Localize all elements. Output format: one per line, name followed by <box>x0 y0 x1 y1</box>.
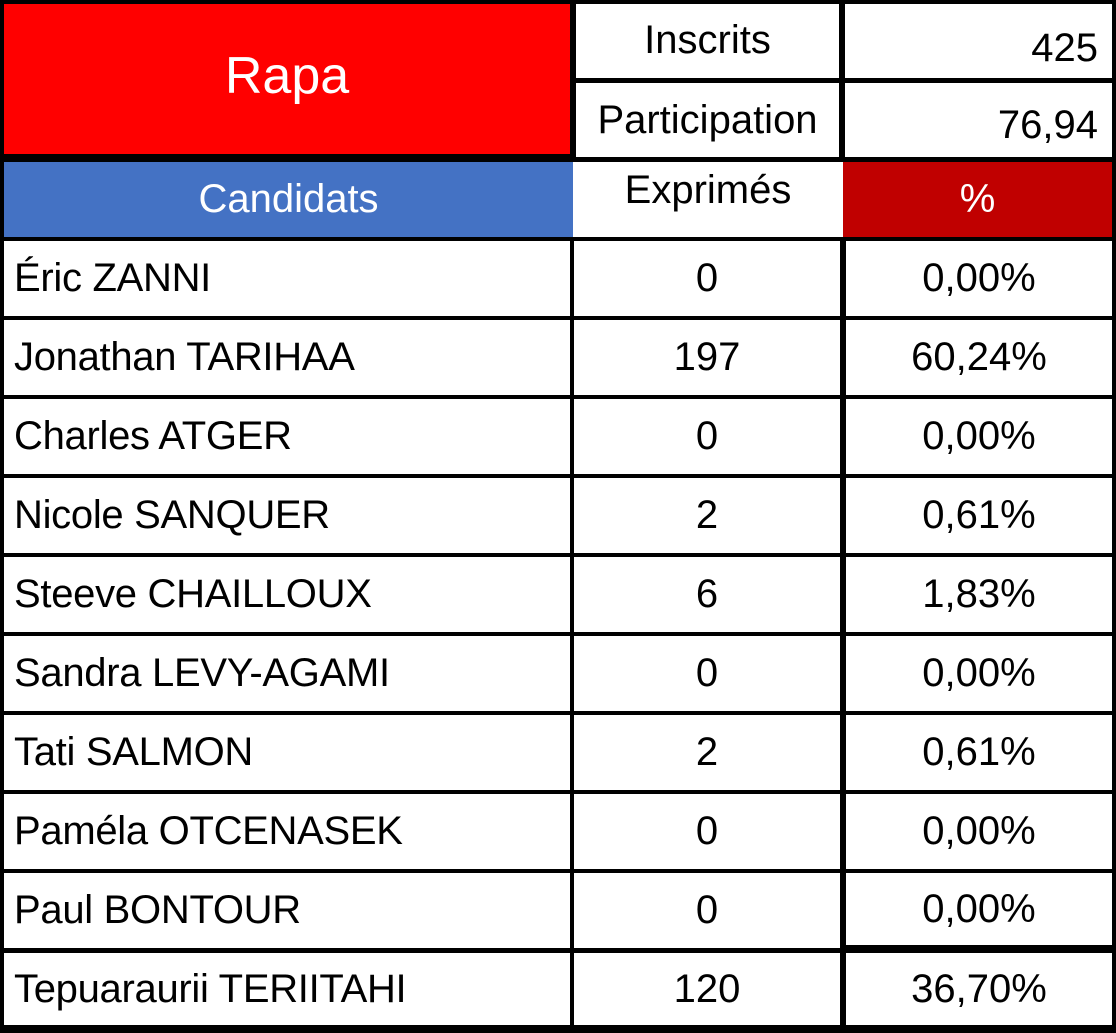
column-header-percent: % <box>843 162 1112 237</box>
candidats-label: Candidats <box>198 177 379 221</box>
table-row-name: Sandra LEVY-AGAMI <box>4 636 570 711</box>
table-row-votes: 0 <box>574 241 840 316</box>
candidate-percent: 0,00% <box>922 809 1036 853</box>
commune-name: Rapa <box>224 47 350 105</box>
table-row-percent: 0,00% <box>846 636 1112 711</box>
participation-value-cell: 76,94 <box>845 83 1112 157</box>
candidate-name: Nicole SANQUER <box>14 493 330 537</box>
candidate-percent: 0,61% <box>922 493 1036 537</box>
table-row-percent: 0,00% <box>846 399 1112 474</box>
candidate-votes: 120 <box>673 966 741 1011</box>
inscrits-label-cell: Inscrits <box>576 4 839 78</box>
candidate-votes: 0 <box>695 809 719 853</box>
table-row-percent: 0,00% <box>846 873 1112 945</box>
table-row-votes: 6 <box>574 557 840 632</box>
exprimes-label: Exprimés <box>624 168 792 212</box>
table-row-percent: 0,61% <box>846 478 1112 553</box>
candidate-name: Tepuaraurii TERIITAHI <box>14 966 407 1011</box>
candidate-votes: 2 <box>695 493 719 537</box>
candidate-percent: 36,70% <box>911 966 1047 1011</box>
inscrits-value: 425 <box>1031 25 1098 70</box>
participation-label-cell: Participation <box>576 83 839 157</box>
candidate-votes: 0 <box>695 888 719 932</box>
table-row-name: Steeve CHAILLOUX <box>4 557 570 632</box>
candidate-percent: 0,00% <box>922 651 1036 695</box>
candidate-percent: 0,00% <box>922 256 1036 300</box>
participation-label: Participation <box>597 97 818 142</box>
candidate-percent: 1,83% <box>922 572 1036 616</box>
candidate-votes: 6 <box>695 572 719 616</box>
table-row-percent: 0,61% <box>846 715 1112 790</box>
table-row-votes: 120 <box>574 953 840 1025</box>
candidate-votes: 197 <box>673 335 741 379</box>
table-row-votes: 2 <box>574 715 840 790</box>
column-header-exprimes: Exprimés <box>573 162 843 237</box>
table-row-votes: 0 <box>574 636 840 711</box>
candidate-name: Charles ATGER <box>14 414 292 458</box>
candidate-votes: 2 <box>695 730 719 774</box>
table-row-name: Paméla OTCENASEK <box>4 794 570 869</box>
candidate-percent: 0,00% <box>922 414 1036 458</box>
candidate-name: Paméla OTCENASEK <box>14 809 403 853</box>
inscrits-label: Inscrits <box>644 18 771 62</box>
table-row-votes: 0 <box>574 399 840 474</box>
table-row-percent: 0,00% <box>846 794 1112 869</box>
candidate-percent: 0,00% <box>922 886 1036 931</box>
table-row-name: Nicole SANQUER <box>4 478 570 553</box>
candidate-name: Jonathan TARIHAA <box>14 335 355 379</box>
commune-title: Rapa <box>4 4 570 154</box>
table-row-name: Tepuaraurii TERIITAHI <box>4 953 570 1025</box>
table-row-name: Tati SALMON <box>4 715 570 790</box>
candidate-name: Tati SALMON <box>14 730 253 774</box>
table-row-name: Charles ATGER <box>4 399 570 474</box>
column-header-candidats: Candidats <box>4 162 573 237</box>
table-row-votes: 197 <box>574 320 840 395</box>
candidate-name: Paul BONTOUR <box>14 888 301 932</box>
table-row-name: Jonathan TARIHAA <box>4 320 570 395</box>
table-row-percent: 36,70% <box>846 953 1112 1025</box>
candidate-percent: 60,24% <box>911 335 1047 379</box>
candidate-votes: 0 <box>695 651 719 695</box>
table-row-percent: 60,24% <box>846 320 1112 395</box>
candidate-votes: 0 <box>695 414 719 458</box>
table-row-votes: 2 <box>574 478 840 553</box>
candidate-name: Éric ZANNI <box>14 256 212 300</box>
candidate-name: Sandra LEVY-AGAMI <box>14 651 390 695</box>
table-row-votes: 0 <box>574 794 840 869</box>
table-row-percent: 1,83% <box>846 557 1112 632</box>
participation-value: 76,94 <box>997 102 1098 147</box>
candidate-votes: 0 <box>695 256 719 300</box>
table-row-percent: 0,00% <box>846 241 1112 316</box>
percent-label: % <box>959 177 996 221</box>
candidate-name: Steeve CHAILLOUX <box>14 572 372 616</box>
table-row-name: Paul BONTOUR <box>4 873 570 948</box>
candidate-percent: 0,61% <box>922 730 1036 774</box>
table-row-votes: 0 <box>574 873 840 948</box>
inscrits-value-cell: 425 <box>845 4 1112 78</box>
table-row-name: Éric ZANNI <box>4 241 570 316</box>
